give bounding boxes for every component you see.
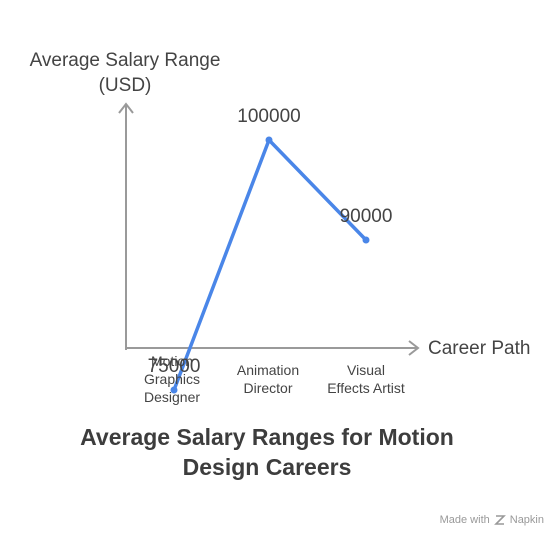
series-layer: 75000 100000 90000 [148, 106, 393, 394]
x-tick-label-line: Visual [347, 362, 385, 378]
x-tick-label: Visual Effects Artist [318, 361, 414, 397]
x-tick-label: Animation Director [220, 361, 316, 397]
footer-brand: Napkin [509, 514, 544, 526]
x-tick-label-line: Effects Artist [327, 380, 405, 396]
x-tick-label: Motion Graphics Designer [124, 352, 220, 406]
data-point [170, 386, 178, 394]
y-axis-label-line: (USD) [98, 75, 152, 96]
y-axis-label: Average Salary Range (USD) [14, 48, 236, 98]
data-label: 100000 [237, 106, 300, 127]
x-tick-label-line: Motion [150, 353, 194, 369]
y-axis-label-line: Average Salary Range [29, 50, 221, 71]
x-tick-label-line: Graphics [143, 371, 201, 387]
y-axis [118, 102, 134, 350]
data-point [265, 136, 273, 144]
data-label: 75000 [148, 356, 201, 377]
x-tick-label-line: Director [243, 380, 293, 396]
data-point [362, 236, 370, 244]
x-tick-label-line: Animation [236, 362, 300, 378]
chart-title-line: Design Careers [182, 454, 352, 480]
napkin-icon [493, 515, 506, 525]
x-tick-label-line: Designer [143, 389, 201, 405]
data-label: 90000 [340, 206, 393, 227]
footer-watermark: Made with Napkin [440, 514, 544, 526]
x-axis [126, 340, 420, 356]
chart-title: Average Salary Ranges for Motion Design … [0, 422, 534, 482]
footer-text: Made with [439, 514, 490, 526]
chart-title-line: Average Salary Ranges for Motion [80, 424, 454, 450]
x-axis-label: Career Path [428, 338, 531, 359]
